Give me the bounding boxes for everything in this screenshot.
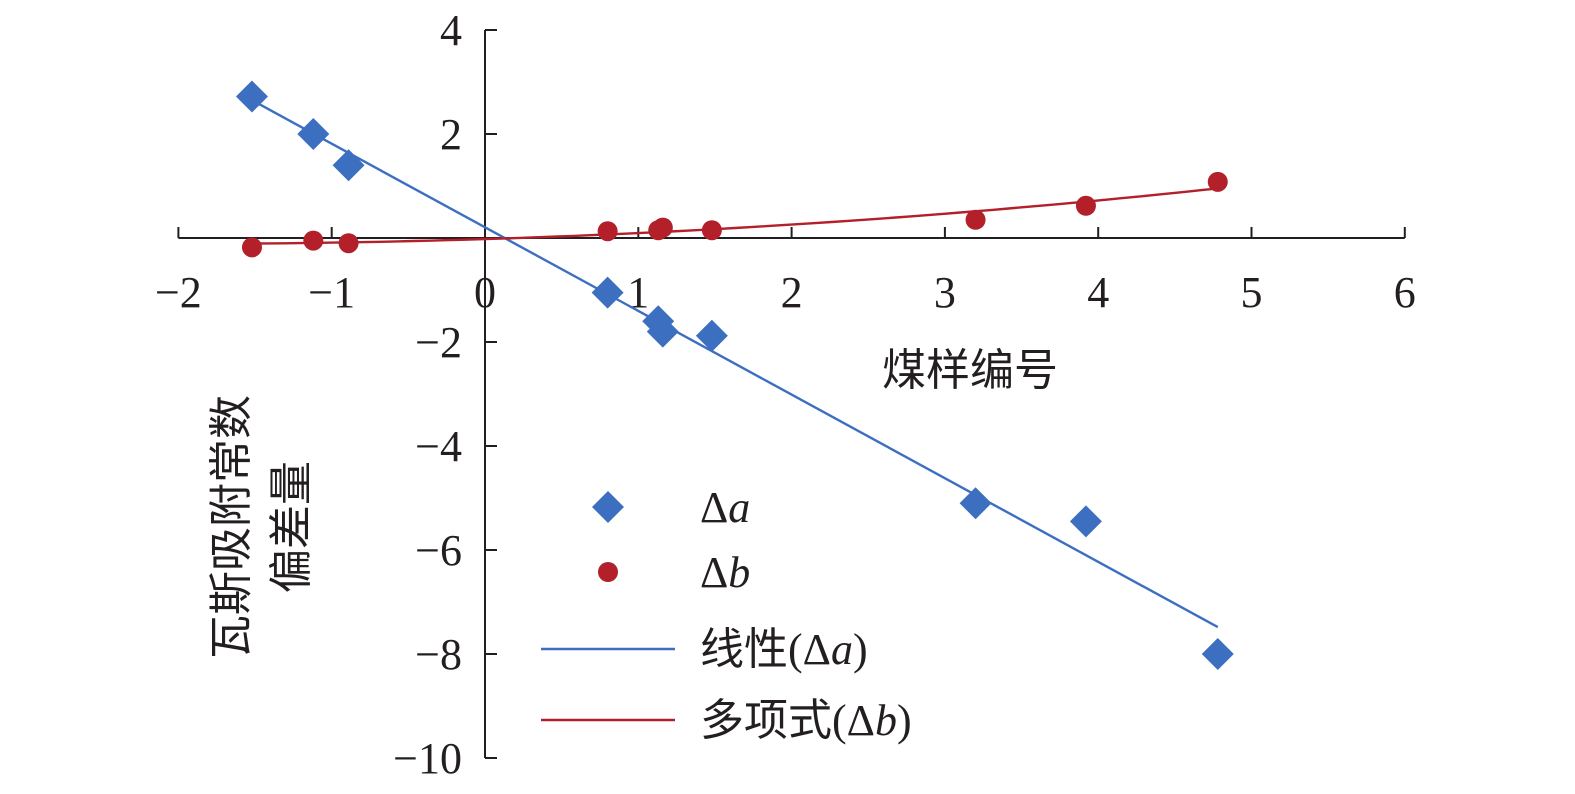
point-delta-b <box>965 209 986 230</box>
x-tick-label: −1 <box>308 268 355 317</box>
point-delta-a <box>591 276 624 309</box>
point-delta-a <box>646 315 679 348</box>
point-delta-b <box>652 217 673 238</box>
legend-label-variable: b <box>728 548 750 597</box>
legend-label: 多项式(Δb) <box>700 696 912 745</box>
legend-label-suffix: ) <box>853 625 868 674</box>
legend-label: Δb <box>700 548 750 597</box>
legend-swatch-circle <box>598 562 618 582</box>
point-delta-b <box>1207 171 1228 192</box>
x-tick-label: 0 <box>474 268 496 317</box>
point-delta-b <box>241 237 262 258</box>
axis-titles: 煤样编号 瓦斯吸附常数 偏差量 <box>206 345 1058 659</box>
y-tick-label: 4 <box>440 6 462 55</box>
legend-label: Δa <box>700 483 750 532</box>
y-tick-label: −6 <box>415 526 462 575</box>
legend-label: 线性(Δa) <box>700 625 868 674</box>
axes: −2 −1 0 1 2 3 4 5 642−2−4−6−8−10 <box>155 6 1416 783</box>
legend-label-prefix: 多项式(Δ <box>700 696 875 745</box>
x-tick-label: 1 <box>627 268 649 317</box>
y-axis-label-line-2: 偏差量 <box>266 461 317 593</box>
point-delta-b <box>338 233 359 254</box>
legend-label-prefix: Δ <box>700 548 728 597</box>
legend-label-variable: a <box>831 625 853 674</box>
point-delta-a <box>695 319 728 352</box>
x-axis-label: 煤样编号 <box>882 345 1058 396</box>
legend-label-prefix: Δ <box>700 483 728 532</box>
point-delta-b <box>597 221 618 242</box>
x-tick-label: 5 <box>1241 268 1263 317</box>
x-tick-label: 4 <box>1087 268 1109 317</box>
x-tick-label: 6 <box>1394 268 1416 317</box>
legend-label-variable: a <box>728 483 750 532</box>
point-delta-b <box>303 230 324 251</box>
point-delta-b <box>701 220 722 241</box>
legend-label-suffix: ) <box>897 696 912 745</box>
y-tick-label: 2 <box>440 110 462 159</box>
y-axis-label-line-1: 瓦斯吸附常数 <box>206 395 257 659</box>
y-tick-label: −8 <box>415 630 462 679</box>
legend-item-delta-b: Δb <box>598 548 750 597</box>
point-delta-a <box>1069 505 1102 538</box>
point-delta-a <box>1201 638 1234 670</box>
legend-item-delta-a: Δa <box>592 483 750 532</box>
x-tick-label: −2 <box>155 268 202 317</box>
data-points <box>235 80 1234 670</box>
point-delta-b <box>1075 195 1096 216</box>
y-tick-label: −4 <box>415 422 462 471</box>
x-tick-label: 3 <box>934 268 956 317</box>
legend-swatch-diamond <box>592 491 624 523</box>
trendline-polynomial-b <box>251 187 1218 245</box>
y-tick-label: −10 <box>393 734 462 783</box>
point-delta-a <box>297 118 330 150</box>
legend-item-polynomial-b: 多项式(Δb) <box>541 696 912 745</box>
point-delta-a <box>332 149 365 182</box>
trendlines <box>251 99 1219 629</box>
x-tick-label: 2 <box>781 268 803 317</box>
point-delta-a <box>235 80 268 113</box>
legend-item-linear-a: 线性(Δa) <box>541 625 868 674</box>
legend-label-prefix: 线性(Δ <box>700 625 831 674</box>
y-tick-label: −2 <box>415 318 462 367</box>
point-delta-a <box>959 487 992 520</box>
legend-label-variable: b <box>875 696 897 745</box>
trendline-linear-a <box>251 99 1219 629</box>
